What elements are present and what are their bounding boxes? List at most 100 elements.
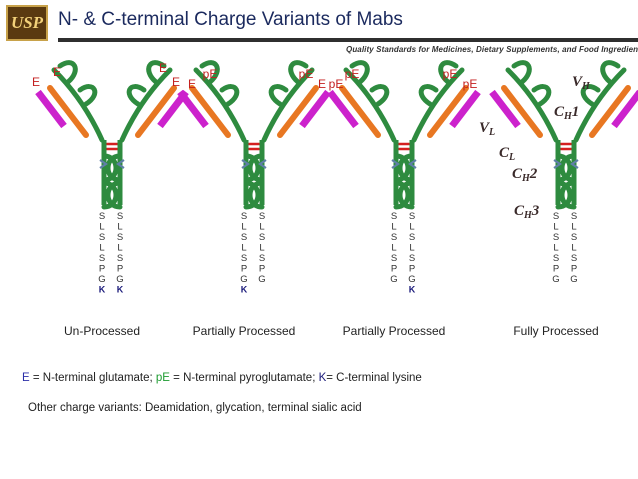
heavy-chain-arm-left (343, 67, 397, 143)
sequence-residue: L (391, 243, 396, 254)
vh-loop-left (57, 60, 78, 85)
n-terminal-label: E (159, 61, 167, 75)
sequence-residue: G (390, 274, 397, 285)
light-chain-left (47, 85, 89, 138)
sequence-residue: L (391, 222, 396, 233)
light-chain-left (339, 85, 381, 138)
sequence-residue: S (553, 211, 559, 222)
sequence-residue: S (117, 232, 123, 243)
heavy-chain-arm-right (261, 67, 315, 143)
sequence-residue: G (552, 274, 559, 285)
c-terminal-lysine: K (117, 285, 124, 295)
sequence-residue: S (409, 211, 415, 222)
sequence-residue: S (259, 232, 265, 243)
vh-loop-right (288, 60, 309, 85)
sequence-residue: S (571, 232, 577, 243)
sequence-residue: L (553, 222, 558, 233)
domain-label-cl: CL (499, 145, 515, 163)
sequence-residue: G (570, 274, 577, 285)
vh-loop-left (511, 60, 532, 85)
sequence-residue: S (117, 253, 123, 264)
sequence-residue: L (409, 222, 414, 233)
ch2-loop (397, 153, 415, 183)
glycan-arrow (116, 159, 125, 169)
sequence-residue: L (571, 243, 576, 254)
antibody-caption: Fully Processed (513, 324, 598, 338)
glycan-arrow (391, 159, 400, 169)
sequence-residue: L (553, 243, 558, 254)
ch3-loop (243, 180, 261, 210)
sequence-residue: S (409, 232, 415, 243)
sequence-residue: S (571, 253, 577, 264)
legend-pe-key: pE (155, 372, 170, 384)
legend-e-text: = N-terminal glutamate; (29, 372, 156, 384)
glycan-arrow (570, 159, 579, 169)
ch2-loop (393, 153, 411, 183)
sequence-residue: S (409, 253, 415, 264)
sequence-residue: P (117, 264, 123, 275)
sequence-residue: G (258, 274, 265, 285)
vh-loop-right (146, 60, 167, 85)
ch1-loop-right (268, 84, 289, 107)
ch2-loop (105, 153, 123, 183)
sequence-residue: G (408, 274, 415, 285)
c-terminal-lysine: K (409, 285, 416, 295)
sequence-residue: S (99, 232, 105, 243)
legend-pe-text: = N-terminal pyroglutamate; (169, 372, 319, 384)
ch1-loop-left (77, 84, 98, 107)
legend: E = N-terminal glutamate; pE = N-termina… (22, 372, 422, 384)
sequence-residue: S (391, 253, 397, 264)
sequence-residue: L (259, 243, 264, 254)
light-chain-right (135, 85, 177, 138)
c-terminal-lysine: K (99, 285, 106, 295)
domain-label-vh: VH (572, 74, 591, 92)
sequence-residue: S (259, 211, 265, 222)
sequence-residue: S (259, 253, 265, 264)
ch2-loop (555, 153, 573, 183)
ch3-loop (393, 180, 411, 210)
glycan-arrow (99, 159, 108, 169)
variable-domain-right (299, 89, 331, 129)
heavy-chain-arm-right (411, 67, 465, 143)
legend-e-key: E (22, 372, 30, 384)
vh-loop-right (438, 60, 459, 85)
sequence-residue: L (99, 243, 104, 254)
n-terminal-label: E (172, 75, 180, 89)
antibody-caption: Un-Processed (64, 324, 140, 338)
sequence-residue: S (241, 211, 247, 222)
sequence-residue: S (391, 211, 397, 222)
sequence-residue: L (241, 243, 246, 254)
ch2-loop (243, 153, 261, 183)
variable-domain-right (449, 89, 481, 129)
sequence-residue: S (99, 211, 105, 222)
ch1-loop-left (219, 84, 240, 107)
n-terminal-label: E (53, 65, 61, 79)
n-terminal-label: E (318, 77, 326, 91)
vh-loop-right (600, 60, 621, 85)
glycan-arrow (408, 159, 417, 169)
n-terminal-label: pE (443, 67, 458, 81)
sequence-residue: P (99, 264, 105, 275)
ch2-loop (247, 153, 265, 183)
vh-loop-left (349, 60, 370, 85)
glycan-arrow (241, 159, 250, 169)
sequence-residue: S (571, 211, 577, 222)
light-chain-right (277, 85, 319, 138)
heavy-chain-arm-left (51, 67, 105, 143)
page-title: N- & C-terminal Charge Variants of Mabs (58, 9, 403, 30)
ch1-loop-right (418, 84, 439, 107)
n-terminal-label: pE (329, 77, 344, 91)
antibody-caption: Partially Processed (343, 324, 446, 338)
ch3-loop (397, 180, 415, 210)
n-terminal-label: pE (203, 67, 218, 81)
sequence-residue: L (409, 243, 414, 254)
n-terminal-label: E (32, 75, 40, 89)
light-chain-right (427, 85, 469, 138)
light-chain-left (501, 85, 543, 138)
n-terminal-label: E (188, 77, 196, 91)
ch3-loop (247, 180, 265, 210)
variable-domain-left (489, 89, 521, 129)
